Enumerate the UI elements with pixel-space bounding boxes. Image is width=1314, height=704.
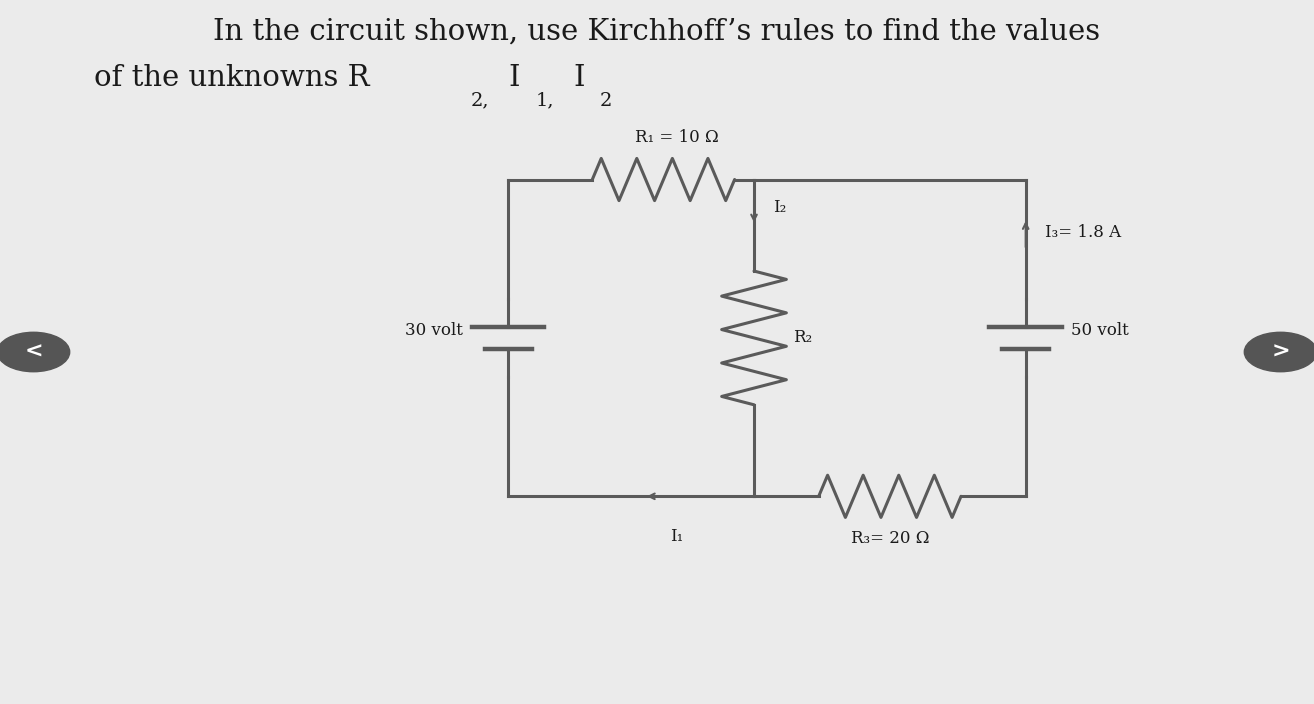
- Text: R₃= 20 Ω: R₃= 20 Ω: [850, 530, 929, 547]
- Text: 2,: 2,: [470, 92, 489, 110]
- Circle shape: [1244, 332, 1314, 372]
- Text: 30 volt: 30 volt: [405, 322, 463, 339]
- Text: In the circuit shown, use Kirchhoff’s rules to find the values: In the circuit shown, use Kirchhoff’s ru…: [213, 18, 1101, 46]
- Text: 1,: 1,: [535, 92, 555, 110]
- Circle shape: [0, 332, 70, 372]
- Text: I₁: I₁: [670, 528, 683, 545]
- Text: I: I: [573, 64, 585, 92]
- Text: R₂: R₂: [792, 329, 812, 346]
- Text: 50 volt: 50 volt: [1071, 322, 1129, 339]
- Text: of the unknowns R: of the unknowns R: [95, 64, 371, 92]
- Text: 2: 2: [600, 92, 612, 110]
- Text: <: <: [24, 342, 43, 362]
- Text: I₂: I₂: [774, 199, 787, 216]
- Text: I₃= 1.8 A: I₃= 1.8 A: [1045, 224, 1121, 241]
- Text: I: I: [509, 64, 520, 92]
- Text: >: >: [1271, 342, 1290, 362]
- Text: R₁ = 10 Ω: R₁ = 10 Ω: [635, 129, 719, 146]
